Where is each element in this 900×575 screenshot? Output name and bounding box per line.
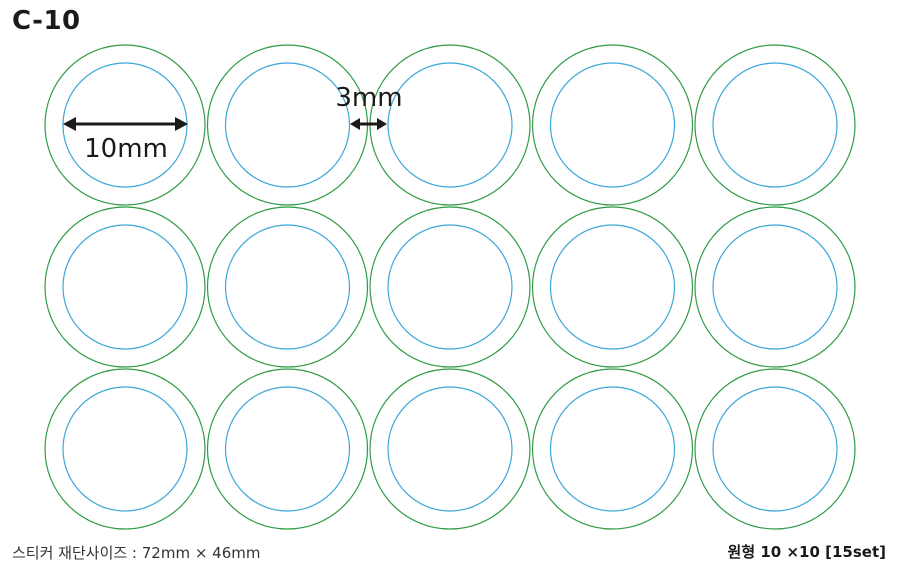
bleed-outline <box>531 368 694 530</box>
sticker-circle <box>531 206 694 368</box>
cut-outline <box>224 224 351 350</box>
bleed-outline <box>694 368 856 530</box>
bleed-outline <box>206 44 369 206</box>
bleed-outline <box>206 206 369 368</box>
gap-arrow-right-icon <box>377 118 387 130</box>
cut-outline <box>712 224 838 350</box>
bleed-outline <box>369 44 531 206</box>
cut-outline <box>549 62 676 188</box>
diameter-label: 10mm <box>84 134 168 164</box>
sticker-circle <box>694 44 856 206</box>
bleed-outline <box>531 206 694 368</box>
sticker-circle <box>206 206 369 368</box>
cut-outline <box>387 62 513 188</box>
template-code-title: C-10 <box>12 6 81 36</box>
bleed-outline <box>369 368 531 530</box>
bleed-outline <box>531 44 694 206</box>
bleed-outline <box>44 368 206 530</box>
cut-outline <box>62 386 188 512</box>
cut-outline <box>712 62 838 188</box>
bleed-outline <box>44 44 206 206</box>
sticker-circle <box>44 206 206 368</box>
sticker-circle <box>206 44 369 206</box>
sticker-circle <box>694 368 856 530</box>
sticker-grid <box>44 44 856 530</box>
sticker-circle <box>44 44 206 206</box>
gap-dimension: 3mm <box>335 83 403 130</box>
gap-label: 3mm <box>335 83 402 113</box>
set-spec-label: 원형 10 ×10 [15set] <box>727 543 886 561</box>
diameter-dimension: 10mm <box>63 117 188 164</box>
sticker-circle <box>369 44 531 206</box>
bleed-outline <box>694 206 856 368</box>
cut-outline <box>224 386 351 512</box>
bleed-outline <box>206 368 369 530</box>
bleed-outline <box>369 206 531 368</box>
diameter-arrow-right-icon <box>175 117 188 131</box>
sticker-circle <box>369 368 531 530</box>
sticker-circle <box>531 44 694 206</box>
bleed-outline <box>44 206 206 368</box>
sticker-circle <box>694 206 856 368</box>
sticker-circle <box>531 368 694 530</box>
cut-outline <box>712 386 838 512</box>
bleed-outline <box>694 44 856 206</box>
cut-outline <box>549 224 676 350</box>
sticker-circle <box>369 206 531 368</box>
cut-outline <box>549 386 676 512</box>
cut-outline <box>387 224 513 350</box>
cut-outline <box>387 386 513 512</box>
cut-outline <box>62 62 188 188</box>
gap-arrow-left-icon <box>350 118 360 130</box>
sticker-circle <box>44 368 206 530</box>
sticker-circle <box>206 368 369 530</box>
cut-outline <box>62 224 188 350</box>
cut-size-label: 스티커 재단사이즈 : 72mm × 46mm <box>12 544 261 562</box>
diameter-arrow-left-icon <box>63 117 76 131</box>
cut-outline <box>224 62 351 188</box>
